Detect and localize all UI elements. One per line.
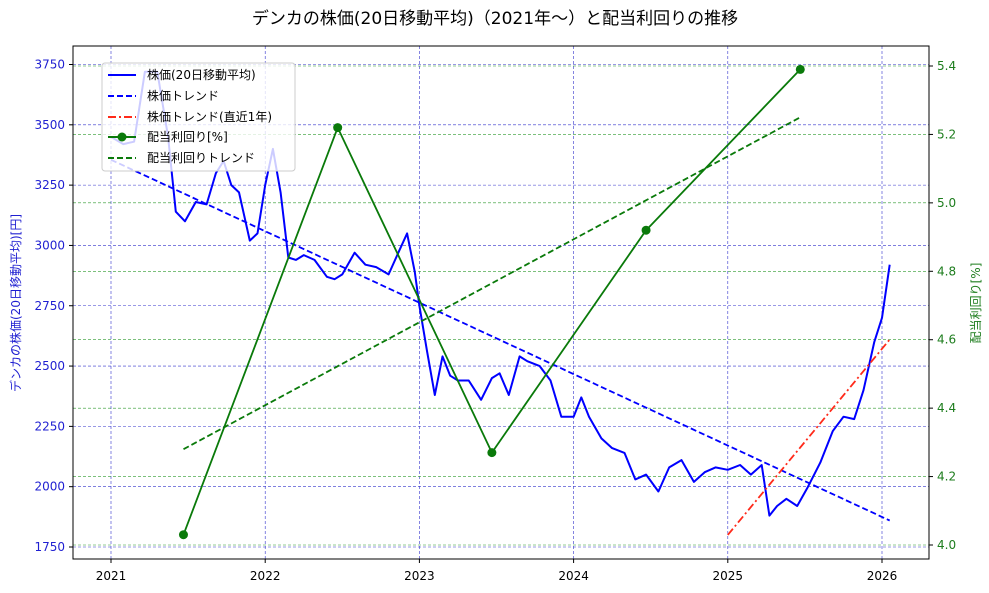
right-axis-ticks: 4.0 4.2 4.4 4.6 4.8 5.0 5.2 5.4 <box>929 59 956 552</box>
yield-marker <box>333 123 343 133</box>
left-tick-label: 3250 <box>34 178 65 192</box>
yield-marker <box>641 225 651 235</box>
left-tick-label: 2750 <box>34 299 65 313</box>
yield-marker <box>487 448 497 458</box>
left-tick-label: 2000 <box>34 480 65 494</box>
left-tick-label: 2250 <box>34 419 65 433</box>
right-tick-label: 4.6 <box>937 333 956 347</box>
plot-series <box>110 64 891 540</box>
right-tick-label: 5.0 <box>937 196 956 210</box>
x-tick-label: 2022 <box>250 569 281 583</box>
legend-item-price-trend: 株価トレンド <box>108 88 219 103</box>
right-tick-label: 5.2 <box>937 127 956 141</box>
legend-item-yield-trend: 配当利回りトレンド <box>108 151 255 165</box>
legend-label: 株価トレンド <box>147 88 219 103</box>
legend-label: 配当利回り[%] <box>147 130 228 144</box>
x-tick-label: 2024 <box>558 569 589 583</box>
right-tick-label: 4.0 <box>937 538 956 552</box>
legend-box <box>101 62 296 172</box>
left-tick-label: 1750 <box>34 540 65 554</box>
legend-item-price-trend-recent: 株価トレンド(直近1年) <box>108 109 272 124</box>
x-tick-label: 2026 <box>867 569 898 583</box>
left-axis-label: デンカの株価(20日移動平均)[円] <box>8 214 23 392</box>
x-tick-label: 2025 <box>713 569 744 583</box>
yield-marker <box>178 530 188 540</box>
x-tick-label: 2021 <box>96 569 127 583</box>
yield-marker <box>795 64 805 74</box>
legend-label: 株価トレンド(直近1年) <box>147 109 272 124</box>
plot-frame <box>72 45 930 560</box>
legend-marker-dot-icon <box>117 132 127 142</box>
legend-label: 株価(20日移動平均) <box>147 67 256 82</box>
price-trend-line <box>110 158 891 522</box>
left-tick-label: 3000 <box>34 238 65 252</box>
right-tick-label: 5.4 <box>937 59 956 73</box>
right-axis-label: 配当利回り[%] <box>969 263 983 344</box>
left-tick-label: 3500 <box>34 118 65 132</box>
legend-item-price: 株価(20日移動平均) <box>108 67 256 82</box>
left-axis-ticks: 1750 2000 2250 2500 2750 3000 3250 3500 3750 <box>34 58 73 554</box>
legend-item-yield: 配当利回り[%] <box>108 130 228 144</box>
left-tick-label: 2500 <box>34 359 65 373</box>
price-trend-recent-line <box>727 338 891 536</box>
chart-title: デンカの株価(20日移動平均)（2021年～）と配当利回りの推移 <box>252 8 738 29</box>
left-tick-label: 3750 <box>34 58 65 72</box>
x-tick-label: 2023 <box>404 569 435 583</box>
price-line <box>110 70 891 517</box>
x-axis-ticks: 2021 2022 2023 2024 2025 2026 <box>96 559 898 583</box>
legend: 株価(20日移動平均) 株価トレンド 株価トレンド(直近1年) 配当利回り[%]… <box>101 62 296 172</box>
right-tick-label: 4.4 <box>937 401 956 415</box>
right-tick-label: 4.2 <box>937 470 956 484</box>
legend-label: 配当利回りトレンド <box>147 151 255 165</box>
right-tick-label: 4.8 <box>937 264 956 278</box>
